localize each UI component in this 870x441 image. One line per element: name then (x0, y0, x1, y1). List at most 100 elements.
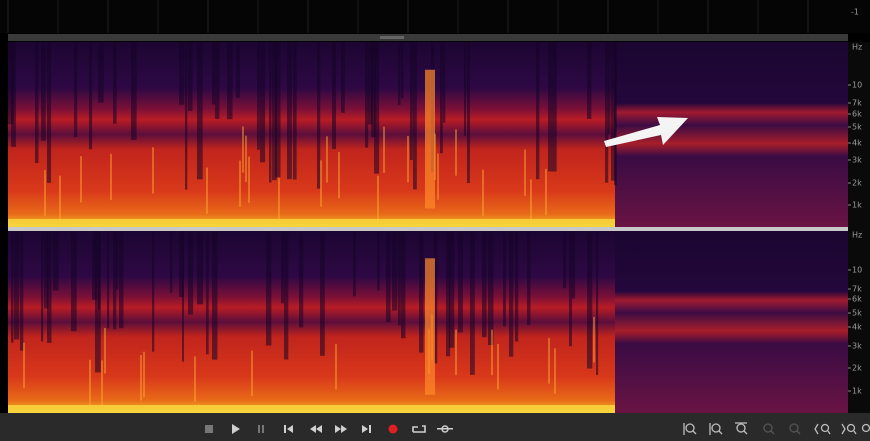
texture (188, 42, 193, 111)
texture (320, 160, 322, 206)
texture (374, 42, 379, 174)
texture (503, 231, 506, 326)
texture (239, 161, 241, 207)
texture (269, 42, 271, 183)
texture (287, 42, 292, 179)
texture (545, 169, 547, 215)
texture (206, 167, 208, 213)
texture (398, 231, 401, 325)
texture (248, 157, 250, 203)
timeline (0, 0, 870, 33)
texture (47, 231, 51, 343)
texture (377, 231, 380, 290)
texture (143, 352, 145, 398)
stop-button[interactable] (205, 425, 213, 433)
texture (608, 42, 611, 134)
texture (437, 153, 439, 199)
texture (554, 348, 556, 394)
frequency-label: 10 (852, 266, 862, 275)
texture (11, 42, 16, 147)
texture (227, 42, 233, 119)
texture (74, 42, 77, 137)
texture (491, 330, 493, 376)
texture (98, 231, 100, 309)
texture (455, 330, 457, 376)
texture (353, 231, 356, 296)
texture (179, 42, 184, 105)
texture (419, 231, 423, 353)
timeline-label: -1 (851, 8, 859, 17)
texture (152, 147, 154, 193)
texture (194, 356, 196, 402)
texture (215, 42, 219, 119)
texture (593, 317, 595, 363)
texture (572, 231, 575, 298)
texture (605, 42, 608, 183)
texture (563, 231, 566, 288)
overview-bar[interactable] (8, 34, 848, 41)
frequency-label: 6k (852, 110, 862, 119)
texture (401, 231, 405, 338)
texture (140, 355, 142, 401)
frequency-label: 5k (852, 123, 862, 132)
texture (443, 42, 445, 123)
frequency-label: 1k (852, 387, 862, 396)
texture (260, 42, 265, 162)
texture (242, 126, 244, 172)
frequency-label: 2k (852, 364, 862, 373)
texture (41, 231, 43, 341)
texture (524, 150, 526, 196)
texture (197, 42, 203, 179)
texture (152, 231, 154, 352)
frequency-label: 7k (852, 285, 862, 294)
texture (488, 231, 493, 345)
frequency-label: 4k (852, 323, 862, 332)
texture (587, 42, 591, 119)
texture (41, 42, 46, 141)
texture (614, 42, 617, 185)
texture (104, 328, 106, 374)
texture (59, 176, 61, 222)
frequency-label: Hz (852, 231, 862, 240)
texture (116, 231, 118, 290)
texture (530, 179, 532, 225)
texture (8, 219, 615, 227)
texture (392, 231, 397, 311)
frequency-label: 1k (852, 201, 862, 210)
texture (440, 42, 443, 153)
texture (98, 42, 104, 103)
texture (266, 231, 271, 346)
texture (44, 170, 46, 216)
texture (587, 231, 592, 369)
texture (425, 258, 435, 395)
texture (20, 231, 23, 351)
texture (206, 231, 209, 354)
frequency-label: 4k (852, 139, 862, 148)
texture (257, 42, 260, 150)
texture (332, 42, 336, 149)
texture (470, 231, 475, 375)
texture (455, 129, 457, 175)
texture (53, 231, 59, 290)
frequency-label: Hz (852, 43, 862, 52)
frequency-label: 2k (852, 179, 862, 188)
texture (377, 176, 379, 222)
texture (275, 42, 281, 177)
overview-handle[interactable] (380, 36, 404, 39)
texture (449, 231, 454, 348)
texture (71, 231, 77, 331)
texture (299, 231, 303, 327)
texture (536, 42, 539, 179)
spectrogram (615, 231, 848, 413)
texture (212, 231, 217, 360)
texture (335, 344, 337, 390)
texture (23, 343, 25, 389)
texture (467, 42, 470, 183)
texture (110, 154, 112, 200)
texture (113, 231, 116, 329)
texture (245, 136, 247, 182)
record-button[interactable] (389, 425, 398, 434)
texture (482, 170, 484, 216)
texture (188, 231, 193, 315)
texture (569, 231, 572, 346)
